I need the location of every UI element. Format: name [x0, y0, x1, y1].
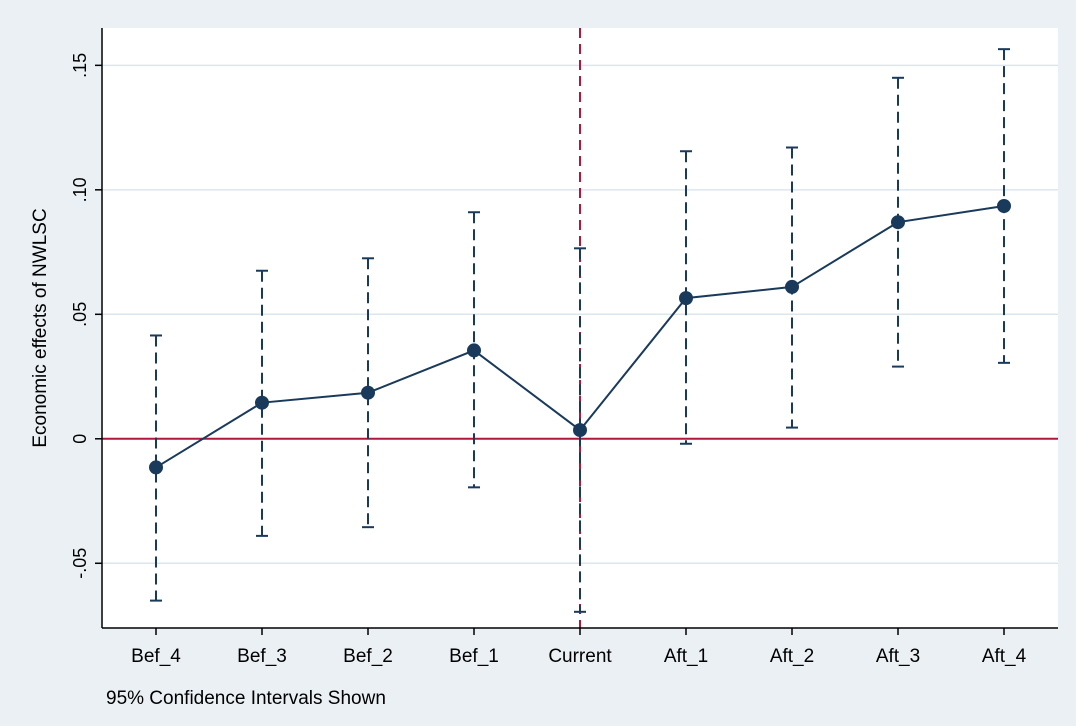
x-tick-label: Bef_4	[131, 646, 181, 667]
x-tick-label: Bef_3	[237, 646, 287, 667]
x-tick-labels: Bef_4 Bef_3 Bef_2 Bef_1 Current Aft_1 Aft_2 Aft…	[131, 628, 1027, 667]
data-point	[679, 291, 693, 306]
y-tick-labels: -.05 0 .05 .10 .15	[70, 53, 102, 579]
data-point	[255, 395, 269, 410]
y-tick-label: .05	[70, 302, 90, 327]
y-tick-label: -.05	[70, 548, 90, 579]
data-point	[149, 460, 163, 475]
y-axis-label: Economic effects of NWLSC	[30, 208, 51, 447]
data-point	[573, 423, 587, 438]
x-tick-label: Aft_3	[876, 646, 920, 667]
chart-note: 95% Confidence Intervals Shown	[106, 688, 386, 709]
x-tick-label: Bef_2	[343, 646, 393, 667]
x-tick-label: Bef_1	[449, 646, 499, 667]
data-point	[467, 343, 481, 358]
x-tick-label: Aft_4	[982, 646, 1027, 667]
y-tick-label: .15	[70, 53, 90, 78]
data-point	[785, 279, 799, 294]
y-tick-label: .10	[70, 177, 90, 202]
x-tick-label: Current	[548, 646, 612, 667]
x-tick-label: Aft_2	[770, 646, 814, 667]
y-tick-label: 0	[70, 434, 90, 444]
data-point	[361, 385, 375, 400]
data-point	[891, 215, 905, 230]
x-tick-label: Aft_1	[664, 646, 708, 667]
data-point	[997, 199, 1011, 214]
data-points	[149, 199, 1011, 475]
